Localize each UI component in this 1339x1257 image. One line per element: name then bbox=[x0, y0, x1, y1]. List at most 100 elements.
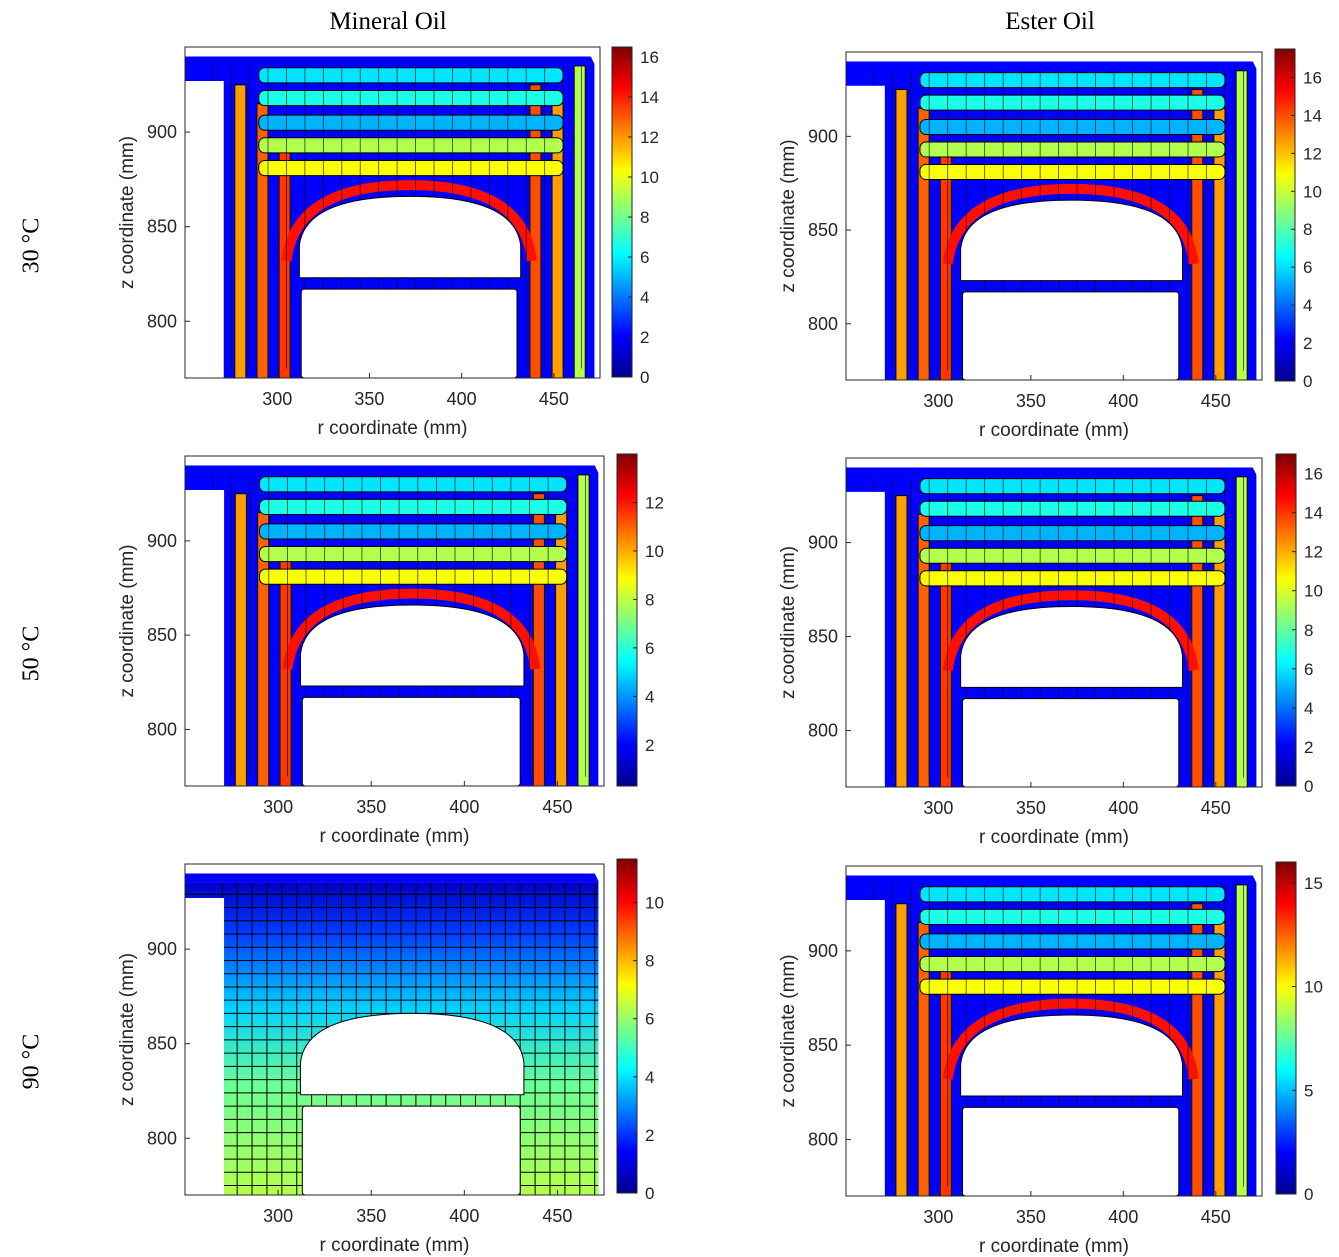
x-tick-label: 450 bbox=[1201, 391, 1231, 411]
x-tick-label: 400 bbox=[447, 389, 477, 409]
colorbar-tick-label: 2 bbox=[1303, 334, 1312, 353]
y-axis-label: z coordinate (mm) bbox=[778, 139, 799, 292]
colorbar-tick-label: 4 bbox=[645, 687, 654, 706]
colorbar-tick-label: 6 bbox=[645, 1010, 654, 1029]
lower-window bbox=[300, 288, 518, 378]
colorbar bbox=[1274, 48, 1296, 382]
colorbar-tick-label: 6 bbox=[1303, 258, 1312, 277]
core-window bbox=[960, 606, 1183, 688]
x-tick-label: 350 bbox=[356, 797, 386, 817]
barrier-band bbox=[895, 903, 908, 1196]
axes-box bbox=[184, 863, 605, 1196]
colorbar-tick-label: 4 bbox=[645, 1068, 654, 1087]
colorbar-tick-label: 8 bbox=[645, 952, 654, 971]
horizontal-band bbox=[919, 525, 1226, 542]
horizontal-band bbox=[919, 500, 1226, 517]
colorbar-tick-label: 0 bbox=[1304, 777, 1313, 796]
x-tick-label: 300 bbox=[923, 1207, 953, 1227]
colorbar-tick-label: 0 bbox=[640, 368, 649, 387]
horizontal-band bbox=[919, 978, 1226, 995]
x-tick-label: 400 bbox=[1108, 391, 1138, 411]
horizontal-band bbox=[919, 163, 1226, 180]
x-tick-label: 450 bbox=[542, 1206, 572, 1226]
barrier-band bbox=[1191, 495, 1204, 787]
barrier-band bbox=[1235, 476, 1248, 787]
horizontal-band bbox=[258, 546, 568, 563]
barrier-band bbox=[895, 495, 908, 787]
colorbar-tick-label: 2 bbox=[640, 328, 649, 347]
x-tick-label: 400 bbox=[1108, 798, 1138, 818]
horizontal-band bbox=[258, 90, 564, 107]
y-tick-label: 850 bbox=[808, 220, 838, 240]
barrier-band bbox=[1235, 884, 1248, 1196]
horizontal-band bbox=[258, 137, 564, 154]
y-axis-label: z coordinate (mm) bbox=[778, 546, 799, 699]
barrier-band bbox=[573, 65, 586, 378]
axes-box bbox=[845, 457, 1263, 788]
barrier-band bbox=[1191, 88, 1204, 380]
barrier-band bbox=[939, 555, 952, 787]
barrier-band bbox=[234, 493, 247, 786]
axes-box bbox=[845, 51, 1263, 381]
y-axis-label: z coordinate (mm) bbox=[117, 136, 138, 289]
x-tick-label: 400 bbox=[449, 797, 479, 817]
panel-3: 300 350 400 450 800 850 900 r coordinate (mm) z … bbox=[778, 453, 1323, 848]
horizontal-band bbox=[258, 67, 564, 84]
x-tick-label: 450 bbox=[539, 389, 569, 409]
barrier-band bbox=[532, 493, 545, 786]
colorbar-tick-label: 2 bbox=[1304, 738, 1313, 757]
panel-0: 300 350 400 450 800 850 900 r coordinate (mm) z … bbox=[117, 46, 659, 439]
horizontal-band bbox=[919, 886, 1226, 903]
y-tick-label: 800 bbox=[147, 719, 177, 739]
lower-window bbox=[961, 698, 1180, 787]
colorbar-tick-label: 2 bbox=[645, 1126, 654, 1145]
y-tick-label: 900 bbox=[808, 533, 838, 553]
core-window bbox=[298, 195, 522, 279]
core-arc bbox=[281, 180, 537, 262]
barrier-band bbox=[278, 144, 291, 378]
panel-5: 300 350 400 450 800 850 900 r coordinate (mm) z … bbox=[778, 861, 1323, 1257]
horizontal-band bbox=[258, 159, 564, 177]
colorbar-tick-label: 16 bbox=[1304, 465, 1323, 484]
colorbar-tick-label: 12 bbox=[645, 493, 664, 512]
colorbar bbox=[611, 46, 633, 378]
colorbar-tick-label: 12 bbox=[1304, 543, 1323, 562]
colorbar-tick-label: 4 bbox=[1303, 296, 1312, 315]
x-tick-label: 350 bbox=[1016, 798, 1046, 818]
core-window bbox=[960, 199, 1183, 282]
colorbar-tick-label: 10 bbox=[645, 894, 664, 913]
colorbar bbox=[1275, 861, 1297, 1195]
colorbar-tick-label: 0 bbox=[1304, 1185, 1313, 1204]
y-tick-label: 850 bbox=[147, 1034, 177, 1054]
colorbar bbox=[616, 453, 638, 787]
x-tick-label: 300 bbox=[923, 798, 953, 818]
colorbar-tick-label: 6 bbox=[640, 248, 649, 267]
colorbar-tick-label: 16 bbox=[640, 48, 659, 67]
y-tick-label: 800 bbox=[147, 311, 177, 331]
colorbar-tick-label: 4 bbox=[1304, 699, 1313, 718]
x-tick-label: 450 bbox=[1201, 798, 1231, 818]
horizontal-band bbox=[919, 908, 1226, 925]
y-tick-label: 800 bbox=[147, 1128, 177, 1148]
y-axis-label: z coordinate (mm) bbox=[117, 544, 138, 697]
y-tick-label: 900 bbox=[808, 126, 838, 146]
colorbar-tick-label: 8 bbox=[645, 590, 654, 609]
colorbar-tick-label: 2 bbox=[645, 736, 654, 755]
horizontal-band bbox=[919, 72, 1226, 89]
horizontal-band bbox=[258, 568, 568, 585]
panel-4: 300 350 400 450 800 850 900 r coordinate (mm) z … bbox=[117, 858, 664, 1256]
horizontal-band bbox=[258, 523, 568, 540]
barrier-band bbox=[895, 88, 908, 380]
colorbar-tick-label: 14 bbox=[1303, 106, 1322, 125]
x-tick-label: 300 bbox=[263, 797, 293, 817]
horizontal-band bbox=[919, 933, 1226, 950]
core-window bbox=[299, 1012, 525, 1096]
x-tick-label: 300 bbox=[263, 1206, 293, 1226]
horizontal-band bbox=[919, 570, 1226, 587]
barrier-band bbox=[939, 963, 952, 1196]
core-window bbox=[299, 604, 525, 687]
x-axis-label: r coordinate (mm) bbox=[979, 420, 1129, 441]
x-axis-label: r coordinate (mm) bbox=[318, 418, 468, 439]
y-tick-label: 800 bbox=[808, 1129, 838, 1149]
